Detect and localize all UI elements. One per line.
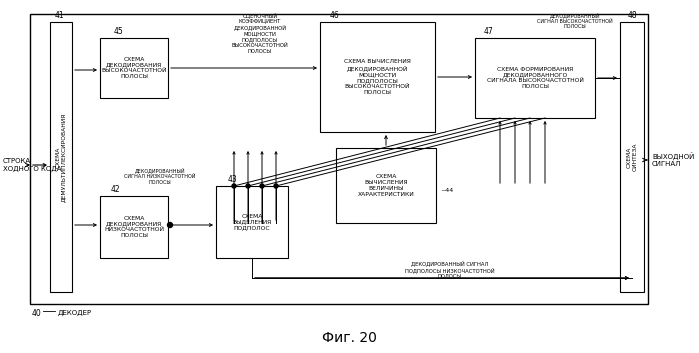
- Text: СХЕМА ВЫЧИСЛЕНИЯ
ДЕКОДИРОВАННОЙ
МОЩНОСТИ
ПОДПОЛОСЫ
ВЫСОКОЧАСТОТНОЙ
ПОЛОСЫ: СХЕМА ВЫЧИСЛЕНИЯ ДЕКОДИРОВАННОЙ МОЩНОСТИ…: [344, 60, 411, 95]
- Bar: [475, 38, 595, 118]
- Text: 42: 42: [110, 185, 120, 195]
- Text: ВЫХОДНОЙ
СИГНАЛ: ВЫХОДНОЙ СИГНАЛ: [652, 152, 694, 167]
- Bar: [100, 38, 168, 98]
- Bar: [216, 186, 288, 258]
- Text: ДЕКОДЕР: ДЕКОДЕР: [58, 310, 92, 316]
- Text: 46: 46: [329, 12, 339, 20]
- Circle shape: [260, 184, 264, 188]
- Text: 43: 43: [227, 175, 237, 185]
- Text: СХЕМА
ДЕМУЛЬТИПЛЕКСИРОВАНИЯ: СХЕМА ДЕМУЛЬТИПЛЕКСИРОВАНИЯ: [56, 112, 66, 202]
- Text: ОЦЕНОЧНЫЙ
КОЭФФИЦИЕНТ
ДЕКОДИРОВАННОЙ
МОЩНОСТИ
ПОДПОЛОСЫ
ВЫСОКОЧАСТОТНОЙ
ПОЛОСЫ: ОЦЕНОЧНЫЙ КОЭФФИЦИЕНТ ДЕКОДИРОВАННОЙ МОЩ…: [231, 12, 289, 54]
- Bar: [336, 148, 436, 223]
- Text: 48: 48: [627, 12, 637, 20]
- Text: ДЕКОДИРОВАННЫЙ
СИГНАЛ ВЫСОКОЧАСТОТНОЙ
ПОЛОСЫ: ДЕКОДИРОВАННЫЙ СИГНАЛ ВЫСОКОЧАСТОТНОЙ ПО…: [537, 12, 613, 29]
- Bar: [50, 22, 72, 292]
- Circle shape: [232, 184, 236, 188]
- Bar: [320, 22, 435, 132]
- Circle shape: [246, 184, 250, 188]
- Bar: [620, 22, 644, 292]
- Text: Фиг. 20: Фиг. 20: [322, 331, 377, 345]
- Text: СХЕМА
СИНТЕЗА: СХЕМА СИНТЕЗА: [626, 143, 637, 171]
- Text: ДЕКОДИРОВАННЫЙ СИГНАЛ
ПОДПОЛОСЫ НИЗКОЧАСТОТНОЙ
ПОЛОСЫ: ДЕКОДИРОВАННЫЙ СИГНАЛ ПОДПОЛОСЫ НИЗКОЧАС…: [405, 261, 495, 279]
- Text: 41: 41: [55, 12, 64, 20]
- Text: 40: 40: [32, 309, 42, 317]
- Bar: [30, 14, 648, 304]
- Text: СХЕМА
ВЫДЕЛЕНИЯ
ПОДПОЛОС: СХЕМА ВЫДЕЛЕНИЯ ПОДПОЛОС: [232, 214, 272, 230]
- Circle shape: [168, 222, 173, 227]
- Circle shape: [274, 184, 278, 188]
- Text: СХЕМА
ДЕКОДИРОВАНИЯ
ВЫСОКОЧАСТОТНОЙ
ПОЛОСЫ: СХЕМА ДЕКОДИРОВАНИЯ ВЫСОКОЧАСТОТНОЙ ПОЛО…: [101, 57, 167, 79]
- Text: СХЕМА
ВЫЧИСЛЕНИЯ
ВЕЛИЧИНЫ
ХАРАКТЕРИСТИКИ: СХЕМА ВЫЧИСЛЕНИЯ ВЕЛИЧИНЫ ХАРАКТЕРИСТИКИ: [358, 174, 415, 197]
- Text: ДЕКОДИРОВАННЫЙ
СИГНАЛ НИЗКОЧАСТОТНОЙ
ПОЛОСЫ: ДЕКОДИРОВАННЫЙ СИГНАЛ НИЗКОЧАСТОТНОЙ ПОЛ…: [124, 168, 196, 185]
- Bar: [100, 196, 168, 258]
- Text: СХЕМА ФОРМИРОВАНИЯ
ДЕКОДИРОВАННОГО
СИГНАЛА ВЫСОКОЧАСТОТНОЙ
ПОЛОСЫ: СХЕМА ФОРМИРОВАНИЯ ДЕКОДИРОВАННОГО СИГНА…: [487, 67, 584, 89]
- Text: СТРОКА
ХОДНОГО КОДА: СТРОКА ХОДНОГО КОДА: [3, 158, 62, 172]
- Text: 47: 47: [484, 28, 494, 36]
- Text: СХЕМА
ДЕКОДИРОВАНИЯ
НИЗКОЧАСТОТНОЙ
ПОЛОСЫ: СХЕМА ДЕКОДИРОВАНИЯ НИЗКОЧАСТОТНОЙ ПОЛОС…: [104, 216, 164, 238]
- Text: ~44: ~44: [440, 188, 453, 193]
- Text: 45: 45: [113, 28, 123, 36]
